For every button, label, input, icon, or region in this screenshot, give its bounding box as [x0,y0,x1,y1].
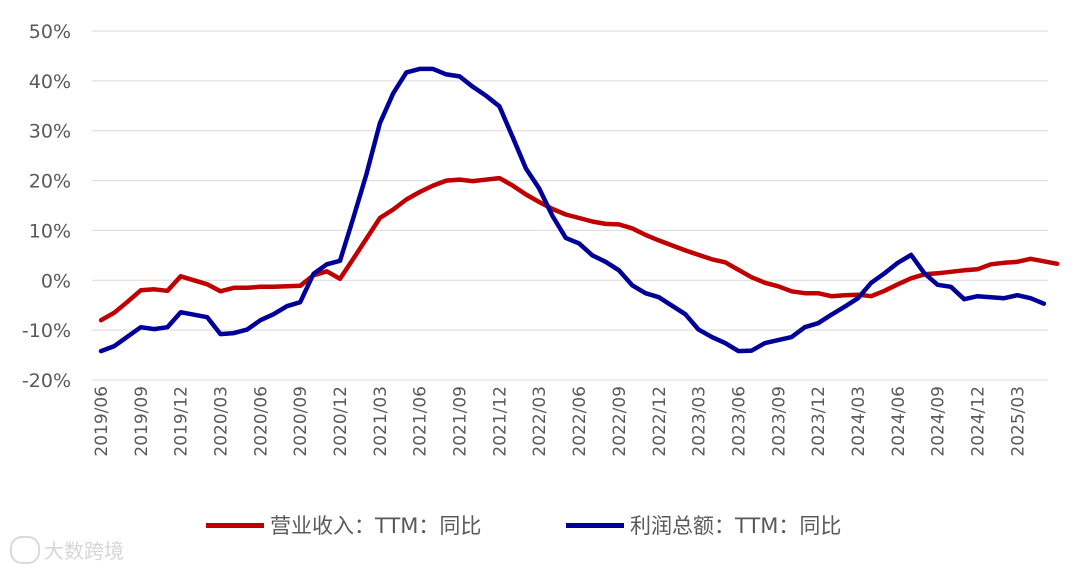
y-tick-label: 20% [29,171,71,193]
x-tick-label: 2019/12 [172,386,192,457]
watermark-logo-icon [10,535,40,564]
y-tick-label: -10% [22,320,71,342]
x-axis-ticks: 2019/06 2019/09 2019/12 2020/03 2020/06 2020/… [92,386,1028,457]
legend-swatch-profit [566,522,624,528]
x-tick-label: 2020/09 [291,386,311,457]
x-tick-label: 2022/03 [530,386,550,457]
y-tick-label: 0% [41,270,71,292]
x-tick-label: 2023/06 [729,386,749,457]
x-tick-label: 2021/09 [451,386,471,457]
x-tick-label: 2021/06 [411,386,431,457]
x-tick-label: 2023/09 [769,386,789,457]
legend-item-revenue: 营业收入：TTM：同比 [206,510,481,540]
x-tick-label: 2022/09 [610,386,630,457]
x-tick-label: 2024/03 [849,386,869,457]
y-tick-label: 10% [29,220,71,242]
legend-label-revenue: 营业收入：TTM：同比 [270,514,482,538]
y-tick-label: 50% [29,21,71,43]
x-tick-label: 2024/06 [889,386,909,457]
series-line-profit [98,66,1047,354]
legend-label-profit: 利润总额：TTM：同比 [630,514,842,538]
legend-swatch-revenue [206,522,264,528]
x-tick-label: 2020/03 [212,386,232,457]
x-tick-label: 2023/03 [690,386,710,457]
legend: 营业收入：TTM：同比 利润总额：TTM：同比 [0,510,1080,540]
x-tick-label: 2019/09 [132,386,152,457]
legend-item-profit: 利润总额：TTM：同比 [566,510,841,540]
x-tick-label: 2024/09 [929,386,949,457]
x-tick-label: 2019/06 [92,386,112,457]
y-tick-label: -20% [22,370,71,392]
x-tick-label: 2021/12 [490,386,510,457]
watermark-text: 大数跨境 [44,539,124,563]
x-tick-label: 2022/06 [570,386,590,457]
x-tick-label: 2020/12 [331,386,351,457]
x-tick-label: 2024/12 [968,386,988,457]
x-tick-label: 2021/03 [371,386,391,457]
y-axis-ticks: 50% 40% 30% 20% 10% 0% -10% -20% [22,21,71,392]
series-lines [98,66,1060,354]
x-tick-label: 2022/12 [650,386,670,457]
series-line-revenue [98,175,1060,323]
x-tick-label: 2025/03 [1008,386,1028,457]
y-tick-label: 40% [29,71,71,93]
y-tick-label: 30% [29,121,71,143]
x-tick-label: 2020/06 [251,386,271,457]
x-tick-label: 2023/12 [809,386,829,457]
gridlines [92,30,1048,381]
chart: 50% 40% 30% 20% 10% 0% -10% -20% 2019/06 2019/09… [22,21,1060,457]
watermark: 大数跨境 [10,535,124,564]
